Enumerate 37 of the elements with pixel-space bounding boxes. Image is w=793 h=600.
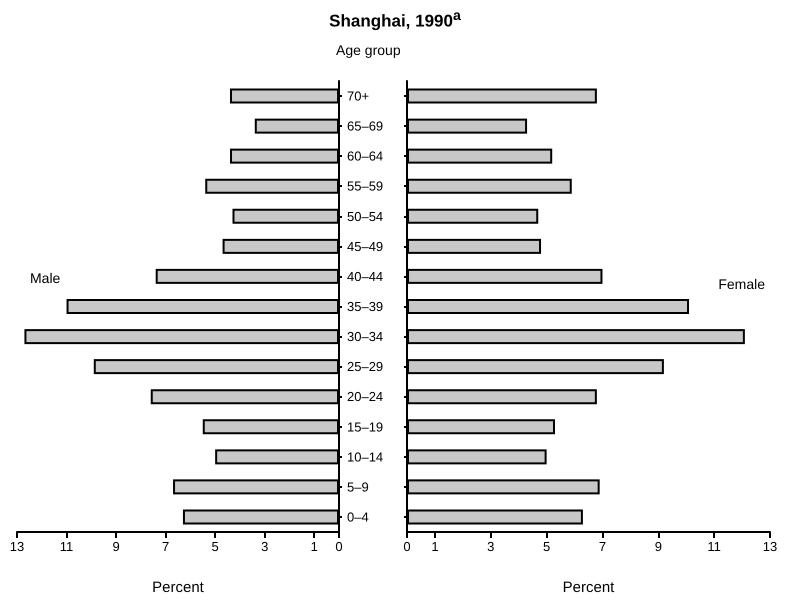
x-tick-label: 0 [335,539,343,554]
x-tick-label: 13 [10,539,24,554]
y-tick-label: 5–9 [347,479,369,494]
y-tick-label: 60–64 [347,148,384,164]
text: Female [718,276,766,292]
x-tick-label: 1 [310,539,318,554]
y-tick-label: 10–14 [347,449,384,464]
y-tick-label: 20–24 [347,389,384,404]
x-tick-label: 5 [543,539,550,554]
x-axis-title: Percent [152,579,205,596]
x-tick-label: 7 [598,539,606,554]
y-tick-label: 70+ [347,88,370,104]
text: Shanghai, 1990$^{a}$ [328,8,462,32]
x-tick-label: 3 [487,539,494,554]
y-tick-label: 50–54 [347,208,384,224]
y-tick-label: 40–44 [347,268,384,284]
x-tick-label: 9 [112,539,120,554]
y-tick-label: 65–69 [347,118,384,134]
x-axis-title: Percent [562,579,616,596]
x-tick-label: 7 [162,539,170,554]
y-tick-label: 30–34 [347,329,384,344]
y-tick-label: 55–59 [347,178,384,194]
x-tick-label: 0 [403,539,411,554]
y-tick-label: 0–4 [347,509,369,524]
y-tick-label: 45–49 [347,238,384,254]
y-tick-label: 35–39 [347,299,384,314]
x-tick-label: 9 [654,539,662,554]
x-tick-label: 11 [707,539,721,554]
x-tick-label: 5 [212,539,219,554]
series-label: Male [30,270,61,286]
x-tick-label: 1 [431,539,439,554]
y-tick-label: 15–19 [347,419,384,434]
x-tick-label: 13 [762,539,778,554]
y-tick-label: 25–29 [347,359,384,374]
x-tick-label: 3 [261,539,268,554]
y-axis-title: Age group [336,42,401,58]
x-tick-label: 11 [60,539,74,554]
